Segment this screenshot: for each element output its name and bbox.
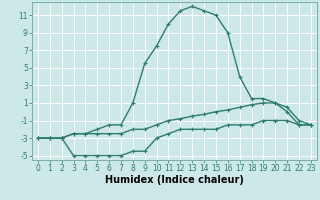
X-axis label: Humidex (Indice chaleur): Humidex (Indice chaleur) xyxy=(105,175,244,185)
